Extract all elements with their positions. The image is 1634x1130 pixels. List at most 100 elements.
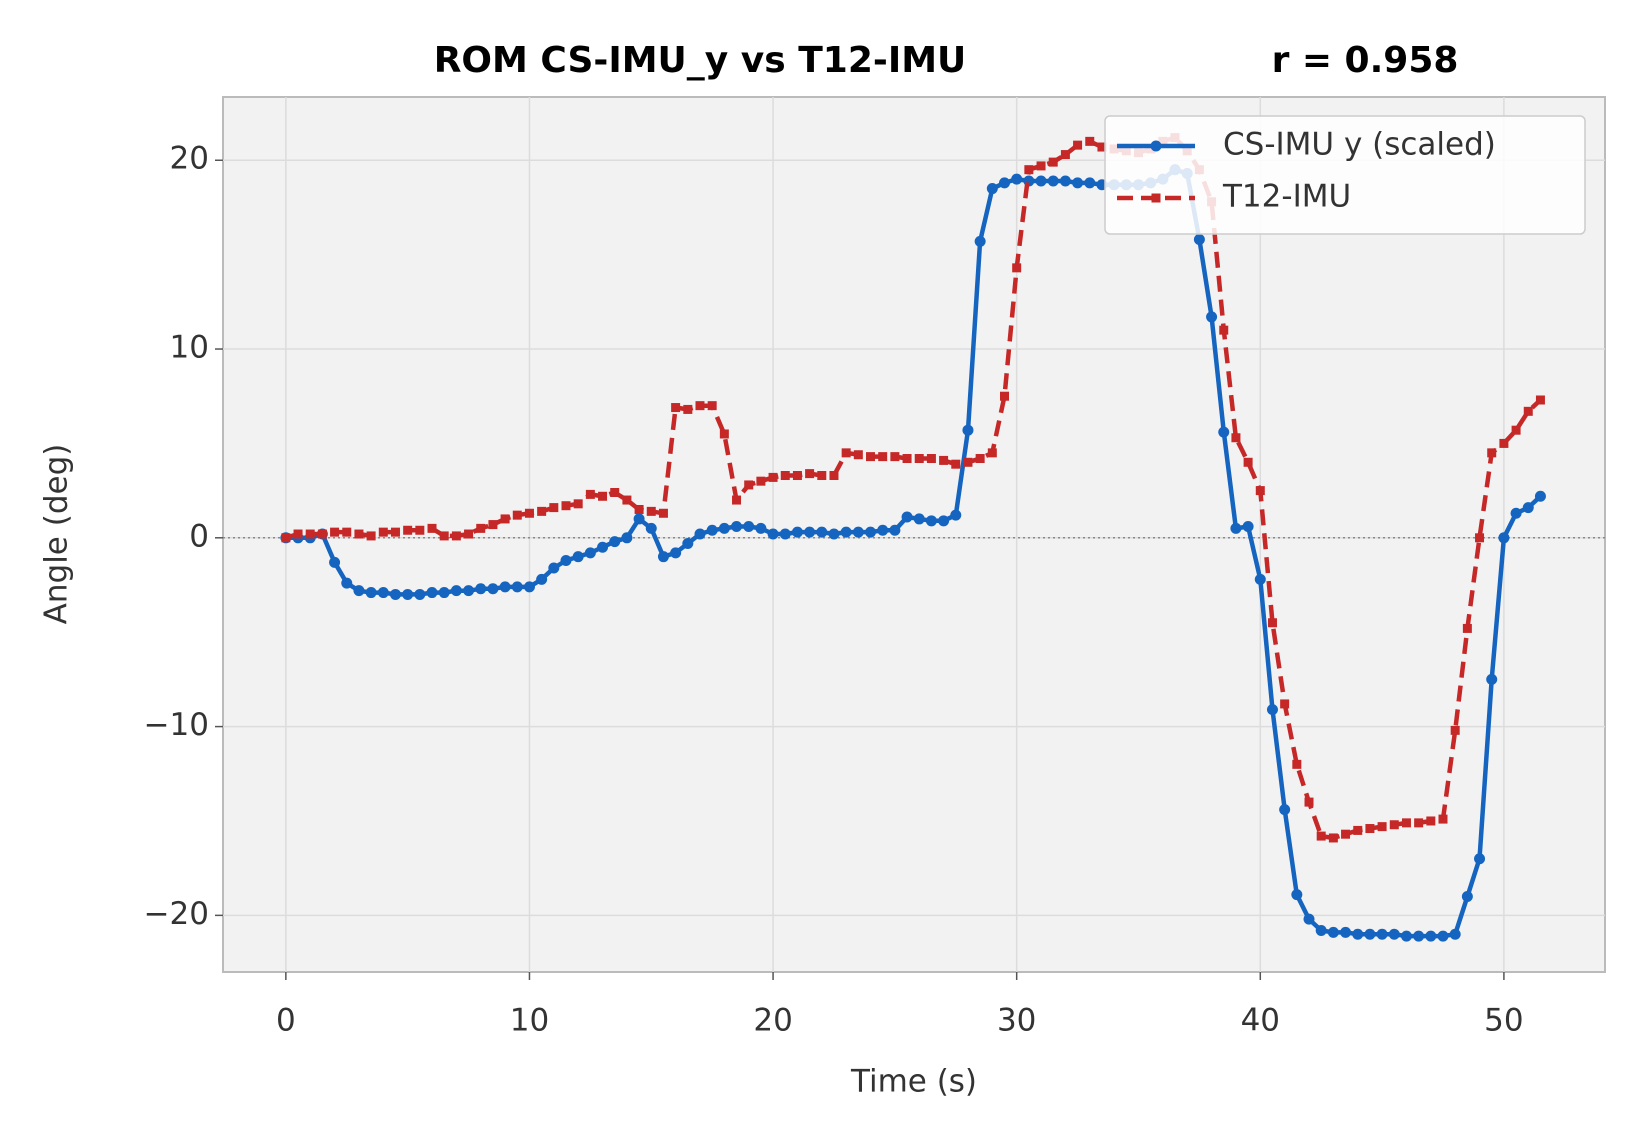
data-point [853, 450, 863, 460]
data-point [1498, 532, 1510, 544]
data-point [1474, 853, 1486, 865]
data-point [1303, 913, 1315, 925]
data-point [488, 520, 498, 530]
legend-label: CS-IMU y (scaled) [1223, 127, 1496, 163]
data-point [475, 583, 487, 595]
legend: CS-IMU y (scaled) T12-IMU [1104, 115, 1586, 235]
data-point [365, 587, 377, 599]
data-point [670, 547, 682, 559]
data-point [1499, 438, 1509, 448]
data-point [743, 520, 755, 532]
data-point [866, 452, 876, 462]
data-point [780, 471, 790, 481]
x-tick-label: 50 [1484, 1003, 1523, 1039]
data-point [1437, 930, 1449, 942]
data-point [986, 183, 998, 195]
data-point [1341, 829, 1351, 839]
data-point [718, 522, 730, 534]
data-point [451, 531, 461, 541]
data-point [683, 404, 693, 414]
data-point [1462, 623, 1472, 633]
data-point [841, 448, 851, 458]
data-point [1389, 820, 1399, 830]
data-point [1072, 177, 1084, 189]
data-point [499, 581, 511, 593]
data-point [1376, 928, 1388, 940]
data-point [1280, 699, 1290, 709]
data-point [1036, 161, 1046, 171]
data-point [1291, 889, 1303, 901]
data-point [1461, 890, 1473, 902]
data-point [1035, 175, 1047, 187]
data-point [1377, 822, 1387, 832]
data-point [487, 583, 499, 595]
data-point [1206, 311, 1218, 323]
data-point [548, 562, 560, 574]
data-point [1231, 433, 1241, 443]
data-point [999, 177, 1011, 189]
data-point [840, 526, 852, 538]
data-point [1510, 507, 1522, 519]
data-point [889, 524, 901, 536]
data-point [450, 585, 462, 597]
data-point [974, 235, 986, 247]
data-point [1486, 673, 1498, 685]
data-point [1193, 234, 1205, 246]
data-point [1011, 173, 1023, 185]
data-point [366, 531, 376, 541]
data-point [719, 429, 729, 439]
data-point [402, 588, 414, 600]
data-point [914, 454, 924, 464]
data-point [293, 529, 303, 539]
data-point [755, 522, 767, 534]
legend-label: T12-IMU [1222, 179, 1351, 215]
data-point [512, 510, 522, 520]
data-point [816, 526, 828, 538]
data-point [584, 547, 596, 559]
data-point [439, 531, 449, 541]
data-point [779, 528, 791, 540]
data-point [804, 526, 816, 538]
data-point [329, 556, 341, 568]
data-point [926, 454, 936, 464]
data-point [622, 495, 632, 505]
data-point [476, 523, 486, 533]
data-point [1523, 406, 1533, 416]
data-point [633, 513, 645, 525]
legend-marker [1150, 140, 1162, 152]
data-point [732, 495, 742, 505]
x-tick-label: 10 [510, 1003, 549, 1039]
y-tick-label: 10 [170, 330, 209, 366]
data-point [1218, 426, 1230, 438]
data-point [950, 509, 962, 521]
data-point [330, 527, 340, 537]
data-point [1425, 930, 1437, 942]
data-point [536, 573, 548, 585]
data-point [537, 506, 547, 516]
data-point [1316, 831, 1326, 841]
data-point [695, 401, 705, 411]
data-point [878, 452, 888, 462]
data-point [901, 511, 913, 523]
data-point [1511, 425, 1521, 435]
data-point [1413, 930, 1425, 942]
data-point [523, 581, 535, 593]
data-point [426, 587, 438, 599]
data-point [1352, 928, 1364, 940]
data-point [1292, 759, 1302, 769]
data-point [1073, 140, 1083, 150]
data-point [805, 469, 815, 479]
x-tick-label: 20 [753, 1003, 792, 1039]
data-point [1047, 175, 1059, 187]
data-point [1255, 486, 1265, 496]
data-point [317, 529, 327, 539]
data-point [756, 476, 766, 486]
data-point [939, 455, 949, 465]
data-point [828, 528, 840, 540]
data-point [852, 526, 864, 538]
x-tick-label: 40 [1241, 1003, 1280, 1039]
data-point [390, 527, 400, 537]
data-point [768, 472, 778, 482]
data-point [792, 471, 802, 481]
